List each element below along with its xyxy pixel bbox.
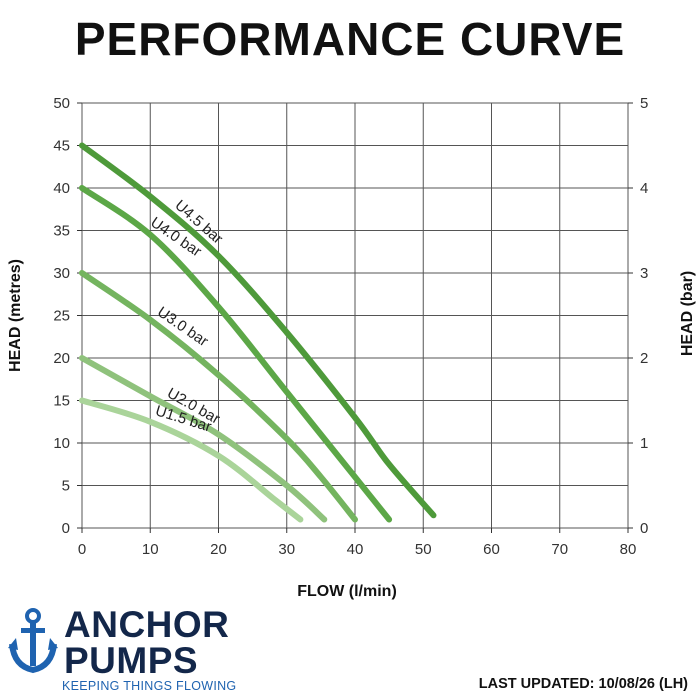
x-tick-label: 0	[78, 541, 86, 558]
y-tick-label: 30	[53, 265, 70, 282]
y-tick-label: 25	[53, 308, 70, 325]
x-tick-label: 30	[278, 541, 295, 558]
y2-tick-label: 0	[640, 520, 648, 537]
y-tick-label: 35	[53, 223, 70, 240]
y-tick-label: 20	[53, 350, 70, 367]
last-updated-text: LAST UPDATED: 10/08/26 (LH)	[478, 676, 688, 692]
curve-u2-0-bar	[79, 355, 328, 523]
x-tick-label: 70	[551, 541, 568, 558]
x-tick-label: 40	[347, 541, 364, 558]
y2-tick-label: 5	[640, 95, 648, 112]
y-tick-label: 45	[53, 138, 70, 155]
y2-tick-label: 4	[640, 180, 648, 197]
y-tick-label: 15	[53, 393, 70, 410]
brand-name-line2: PUMPS	[64, 640, 199, 681]
brand-tagline: KEEPING THINGS FLOWING	[62, 679, 237, 693]
y2-tick-label: 2	[640, 350, 648, 367]
y-tick-label: 40	[53, 180, 70, 197]
x-tick-label: 10	[142, 541, 159, 558]
curve-u3-0-bar	[79, 270, 358, 523]
curve-u4-0-bar	[79, 185, 393, 523]
y-axis-title: HEAD (metres)	[7, 259, 24, 372]
brand-name-line1: ANCHOR	[64, 604, 230, 645]
x-tick-label: 50	[415, 541, 432, 558]
y2-tick-label: 1	[640, 435, 648, 452]
y2-tick-label: 3	[640, 265, 648, 282]
curve-u4-5-bar	[79, 142, 437, 519]
x-tick-label: 60	[483, 541, 500, 558]
x-axis-title: FLOW (l/min)	[297, 583, 397, 600]
page-title: PERFORMANCE CURVE	[74, 13, 626, 65]
y-tick-label: 0	[62, 520, 70, 537]
curve-u1-5-bar	[79, 397, 304, 523]
y2-axis-title: HEAD (bar)	[679, 271, 696, 356]
y-tick-label: 5	[62, 478, 70, 495]
x-tick-label: 80	[620, 541, 637, 558]
y-tick-label: 10	[53, 435, 70, 452]
anchor-icon	[8, 608, 58, 674]
y-tick-label: 50	[53, 95, 70, 112]
brand-logo: ANCHOR PUMPS KEEPING THINGS FLOWING	[8, 606, 308, 696]
x-tick-label: 20	[210, 541, 227, 558]
performance-chart: 0 10 20 30 40 50 60 70 8005101520253035404550012…	[7, 95, 696, 600]
